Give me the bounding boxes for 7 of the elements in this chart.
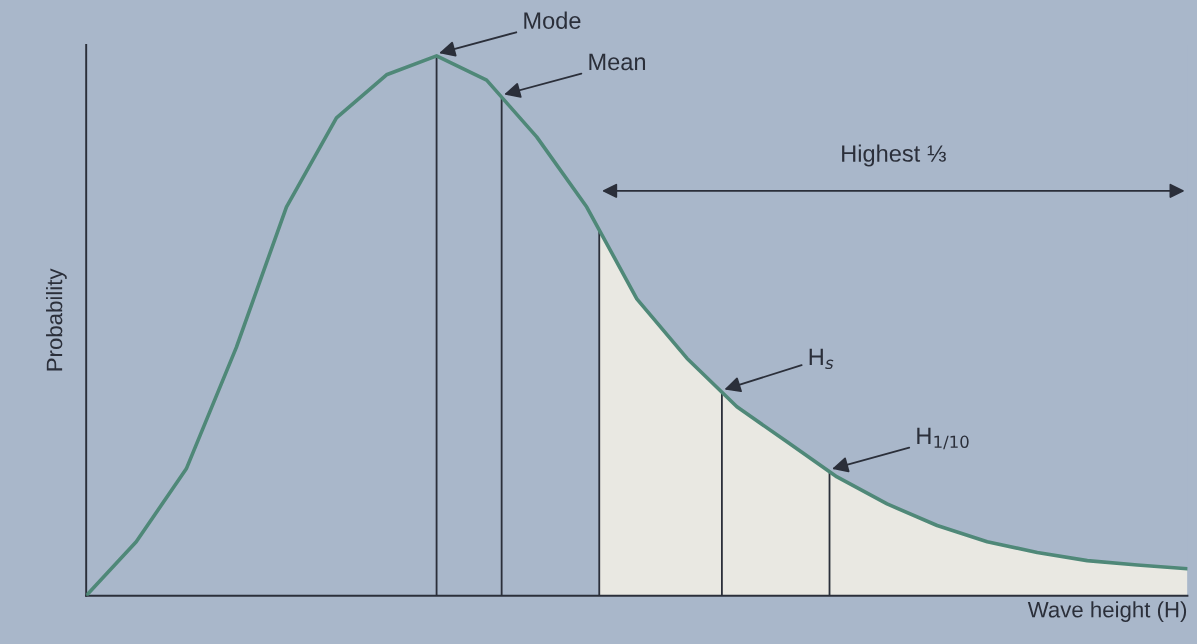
annotation: H$_{1/10}$: [917, 427, 969, 450]
annotation: H$_{s}$: [809, 348, 834, 370]
annotation: Mean: [589, 53, 646, 71]
x-axis-title: Wave height (H): [1027, 601, 1187, 622]
annotation: Highest ⅓: [842, 144, 946, 167]
text: Mode: [524, 11, 581, 29]
y-axis-title: Probability: [46, 268, 67, 371]
